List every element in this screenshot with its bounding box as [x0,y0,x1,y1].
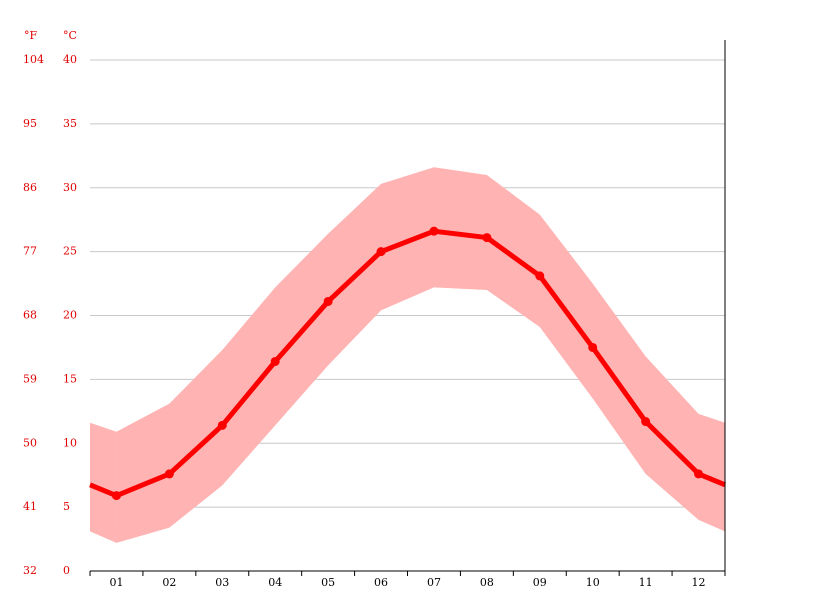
x-tick-label: 07 [427,576,441,589]
point [588,342,598,352]
point [164,469,174,479]
y-tick-label: 10 [63,436,77,449]
point [641,417,651,427]
point [535,271,545,281]
y2-tick-label: 59 [23,372,37,385]
point [694,469,704,479]
y-tick-label: 5 [63,500,70,513]
x-tick-label: 01 [109,576,123,589]
x-tick-label: 02 [162,576,176,589]
series-line-edge [697,471,726,488]
point [270,356,280,366]
point [217,420,227,430]
x-tick-label: 04 [268,576,282,589]
y2-tick-label: 32 [23,564,37,577]
x-tick-label: 03 [215,576,229,589]
point [111,491,121,501]
y2-tick-label: 95 [23,117,37,130]
y2-tick-label: 50 [23,436,37,449]
y-tick-label: 0 [63,564,70,577]
x-tick-label: 09 [533,576,547,589]
point [323,296,333,306]
y2-tick-label: 86 [23,181,37,194]
series-line [115,228,701,498]
y2-unit: °F [24,29,38,42]
series-line-edge [89,482,118,498]
y2-tick-label: 41 [23,500,37,513]
y-tick-label: 20 [63,309,77,322]
x-tick-label: 08 [480,576,494,589]
y-tick-label: 25 [63,245,77,258]
point [376,247,386,257]
point [429,226,439,236]
y-tick-label: 15 [63,372,77,385]
x-tick-label: 05 [321,576,335,589]
y-unit: °C [63,29,77,42]
y2-tick-label: 104 [23,53,44,66]
range-band [116,167,699,543]
y-tick-label: 30 [63,181,77,194]
y-tick-label: 40 [63,53,77,66]
x-tick-label: 11 [639,576,653,589]
point [482,233,492,243]
x-tick-label: 12 [692,576,706,589]
y-tick-label: 35 [63,117,77,130]
y2-tick-label: 68 [23,309,37,322]
x-tick-label: 10 [586,576,600,589]
x-tick-label: 06 [374,576,388,589]
range-band-edge [698,413,725,532]
y2-tick-label: 77 [23,245,37,258]
range-band-edge [90,422,117,543]
